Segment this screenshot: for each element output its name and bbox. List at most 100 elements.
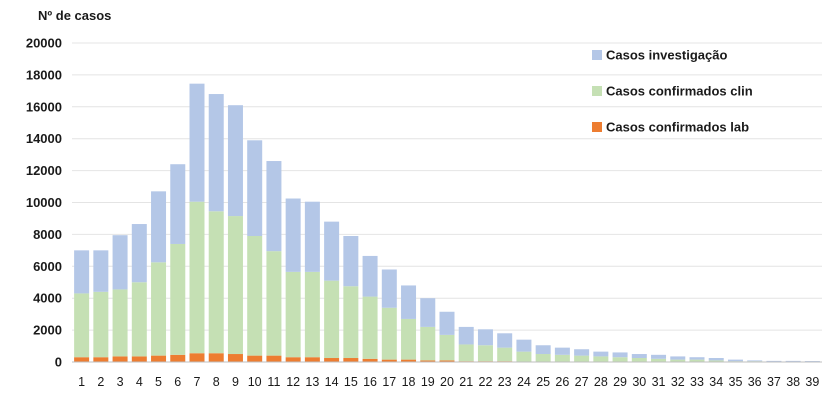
confirmed-clin-bar: [593, 356, 609, 362]
investigation-bar: [631, 354, 647, 359]
confirmed-clin-bar: [516, 351, 532, 362]
legend: Casos investigação Casos confirmados clin…: [592, 48, 753, 135]
legend-swatch: [592, 50, 602, 60]
confirmed-lab-bar: [285, 357, 301, 362]
confirmed-clin-bar: [343, 286, 359, 359]
investigation-bar: [131, 224, 147, 283]
confirmed-clin-bar: [189, 201, 205, 354]
x-tick-label: 10: [248, 375, 262, 389]
confirmed-clin-bar: [401, 318, 417, 360]
x-tick-label: 39: [805, 375, 819, 389]
investigation-bar: [727, 359, 743, 362]
y-tick-label: 10000: [26, 195, 62, 210]
investigation-bar: [170, 164, 186, 244]
investigation-bar: [112, 235, 128, 290]
confirmed-clin-bar: [324, 280, 340, 359]
y-tick-label: 8000: [33, 227, 62, 242]
x-tick-label: 16: [363, 375, 377, 389]
y-axis-label: Nº de casos: [38, 8, 111, 23]
x-tick-label: 22: [479, 375, 493, 389]
confirmed-lab-bar: [227, 354, 243, 362]
x-tick-label: 26: [555, 375, 569, 389]
confirmed-lab-bar: [343, 358, 359, 362]
x-tick-label: 28: [594, 375, 608, 389]
investigation-bar: [401, 285, 417, 319]
investigation-bar: [516, 339, 532, 352]
confirmed-clin-bar: [131, 282, 147, 357]
x-tick-label: 18: [402, 375, 416, 389]
investigation-bar: [304, 201, 320, 272]
x-tick-label: 9: [232, 375, 239, 389]
confirmed-clin-bar: [554, 354, 570, 362]
investigation-bar: [151, 191, 167, 263]
investigation-bar: [612, 352, 628, 358]
confirmed-lab-bar: [170, 354, 186, 362]
legend-label: Casos confirmados lab: [606, 120, 749, 135]
investigation-bar: [189, 83, 205, 202]
confirmed-clin-bar: [612, 357, 628, 362]
confirmed-clin-bar: [420, 326, 436, 361]
x-tick-label: 38: [786, 375, 800, 389]
confirmed-clin-bar: [631, 358, 647, 362]
investigation-bar: [458, 326, 474, 345]
x-tick-label: 5: [155, 375, 162, 389]
x-tick-label: 1: [78, 375, 85, 389]
investigation-bar: [74, 250, 90, 294]
x-tick-label: 11: [267, 375, 280, 389]
x-tick-label: 15: [344, 375, 358, 389]
x-tick-label: 36: [748, 375, 762, 389]
confirmed-lab-bar: [420, 360, 436, 362]
legend-label: Casos investigação: [606, 48, 727, 63]
y-tick-label: 0: [55, 355, 62, 370]
investigation-bar: [785, 360, 801, 362]
y-tick-label: 2000: [33, 323, 62, 338]
x-tick-label: 13: [305, 375, 319, 389]
confirmed-clin-bar: [208, 211, 224, 354]
x-tick-label: 35: [729, 375, 743, 389]
confirmed-clin-bar: [247, 235, 263, 356]
x-tick-label: 6: [174, 375, 181, 389]
confirmed-lab-bar: [112, 356, 128, 362]
confirmed-lab-bar: [208, 353, 224, 362]
x-tick-label: 8: [213, 375, 220, 389]
investigation-bar: [593, 351, 609, 357]
y-tick-label: 16000: [26, 99, 62, 114]
investigation-bar: [208, 94, 224, 212]
investigation-bar: [574, 349, 590, 356]
x-tick-label: 20: [440, 375, 454, 389]
confirmed-lab-bar: [266, 355, 282, 362]
legend-label: Casos confirmados clin: [606, 84, 753, 99]
investigation-bar: [420, 298, 436, 327]
confirmed-lab-bar: [189, 353, 205, 362]
investigation-bar: [439, 311, 455, 335]
investigation-bar: [381, 269, 397, 308]
legend-swatch: [592, 86, 602, 96]
investigation-bar: [266, 161, 282, 252]
confirmed-lab-bar: [439, 360, 455, 362]
confirmed-clin-bar: [74, 293, 90, 358]
y-axis-ticks: 0 2000 4000 6000 8000 10000 12000 14000 16000 180…: [26, 36, 62, 370]
confirmed-clin-bar: [708, 360, 724, 362]
bars: [74, 83, 820, 362]
x-tick-label: 37: [767, 375, 781, 389]
x-tick-label: 3: [117, 375, 124, 389]
x-tick-label: 14: [325, 375, 339, 389]
confirmed-lab-bar: [304, 357, 320, 362]
investigation-bar: [651, 354, 667, 359]
x-axis-ticks: 1 2 3 4 5 6 7 8 9 10 11 12 13 14 15 16 17 18 19 20 21 22 23 24 2…: [78, 375, 819, 389]
investigation-bar: [747, 360, 763, 362]
confirmed-clin-bar: [439, 334, 455, 361]
x-tick-label: 2: [97, 375, 104, 389]
x-tick-label: 30: [632, 375, 646, 389]
confirmed-clin-bar: [535, 354, 551, 362]
confirmed-lab-bar: [93, 357, 109, 362]
x-tick-label: 25: [536, 375, 550, 389]
confirmed-clin-bar: [670, 359, 686, 362]
x-tick-label: 4: [136, 375, 143, 389]
confirmed-lab-bar: [401, 359, 417, 362]
confirmed-clin-bar: [689, 359, 705, 362]
confirmed-lab-bar: [324, 358, 340, 362]
confirmed-clin-bar: [304, 271, 320, 358]
confirmed-lab-bar: [131, 356, 147, 362]
